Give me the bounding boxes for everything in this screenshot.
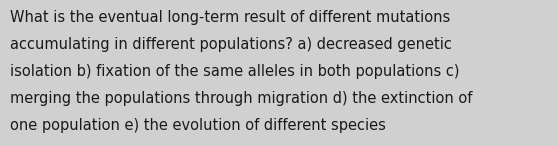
- Text: merging the populations through migration d) the extinction of: merging the populations through migratio…: [10, 91, 473, 106]
- Text: What is the eventual long-term result of different mutations: What is the eventual long-term result of…: [10, 10, 450, 25]
- Text: accumulating in different populations? a) decreased genetic: accumulating in different populations? a…: [10, 37, 452, 52]
- Text: one population e) the evolution of different species: one population e) the evolution of diffe…: [10, 118, 386, 133]
- Text: isolation b) fixation of the same alleles in both populations c): isolation b) fixation of the same allele…: [10, 64, 460, 79]
